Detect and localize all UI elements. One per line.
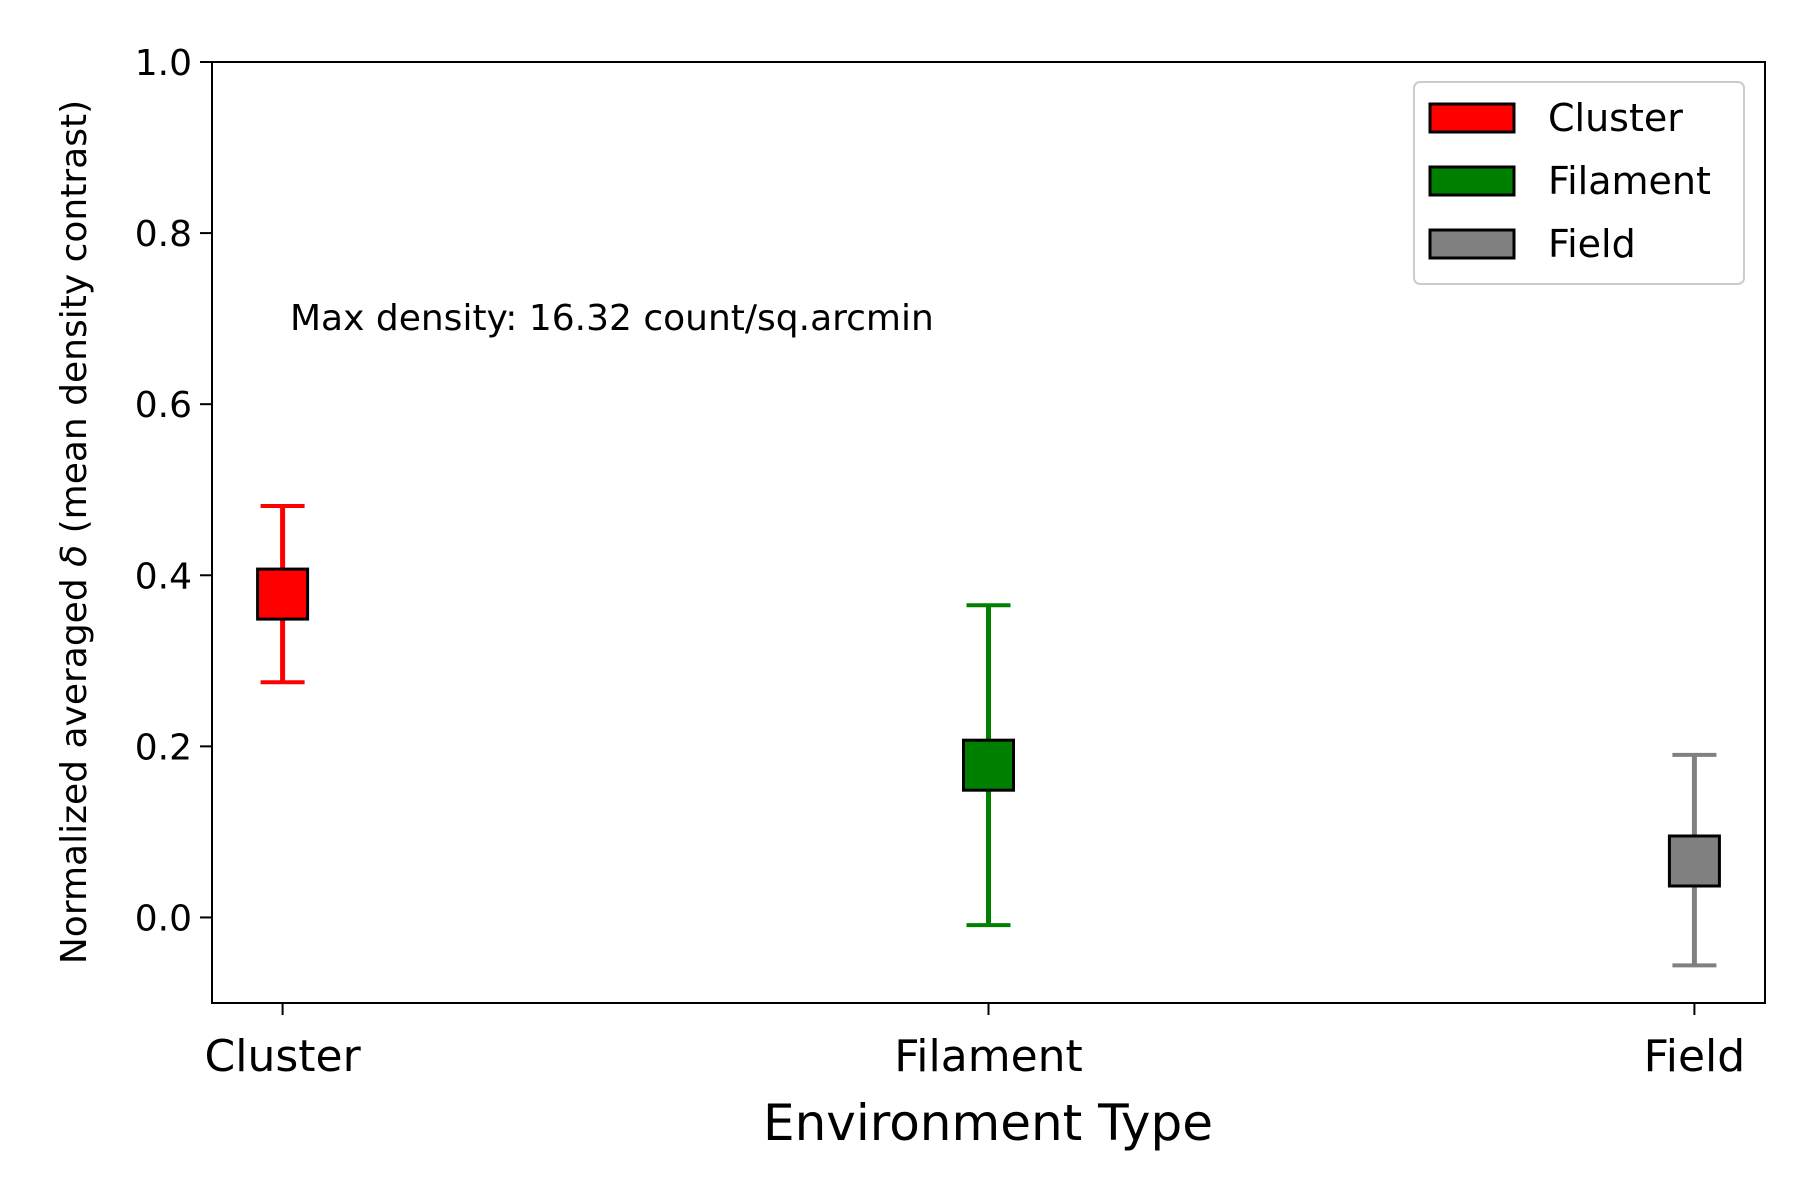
x-axis-label: Environment Type xyxy=(763,1094,1213,1152)
legend-swatch-field xyxy=(1428,228,1516,260)
legend-label-field: Field xyxy=(1548,222,1636,266)
legend-swatch-filament xyxy=(1428,165,1516,197)
data-point-field xyxy=(1667,834,1721,888)
x-tick-label: Filament xyxy=(894,1031,1083,1082)
chart-annotation: Max density: 16.32 count/sq.arcmin xyxy=(290,298,934,339)
data-point-filament xyxy=(962,738,1015,792)
legend-label-cluster: Cluster xyxy=(1548,96,1683,140)
y-tick-label: 0.4 xyxy=(135,556,192,597)
y-axis-label-prefix: Normalized averaged xyxy=(54,567,95,964)
y-tick-label: 0.6 xyxy=(135,385,192,426)
x-tick-label: Field xyxy=(1644,1031,1746,1082)
y-axis-ticks: 0.0 0.2 0.4 0.6 0.8 1.0 xyxy=(135,43,212,939)
y-axis-label: Normalized averaged δ (mean density cont… xyxy=(54,100,95,964)
x-tick-label: Cluster xyxy=(205,1031,362,1082)
y-tick-label: 0.0 xyxy=(135,898,192,939)
y-axis-label-suffix: (mean density contrast) xyxy=(54,100,95,545)
y-tick-label: 0.2 xyxy=(135,727,192,768)
x-axis-ticks: Cluster Filament Field xyxy=(205,1003,1746,1082)
plot-area xyxy=(256,503,1721,968)
legend-label-filament: Filament xyxy=(1548,159,1711,203)
data-point-cluster xyxy=(256,567,310,621)
y-tick-label: 0.8 xyxy=(135,214,192,255)
y-axis-label-symbol: δ xyxy=(54,545,95,567)
y-tick-label: 1.0 xyxy=(135,43,192,84)
legend-swatch-cluster xyxy=(1428,102,1516,134)
legend: Cluster Filament Field xyxy=(1413,81,1745,285)
